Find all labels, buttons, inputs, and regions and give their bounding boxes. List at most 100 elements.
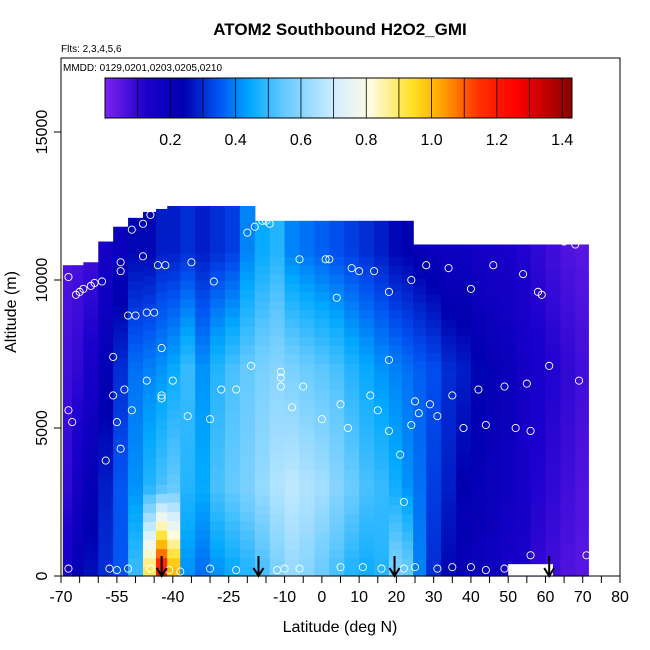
heatmap-column: [456, 244, 472, 577]
heatmap-cell: [142, 302, 157, 313]
heatmap-cell: [344, 496, 360, 506]
heatmap-cell: [500, 261, 517, 270]
x-tick-label: 40: [462, 589, 480, 606]
heatmap-cell: [254, 549, 271, 559]
colorbar-cell: [175, 78, 178, 118]
heatmap-cell: [515, 443, 532, 453]
colorbar-cell: [532, 78, 536, 118]
heatmap-cell: [254, 487, 271, 497]
heatmap-cell: [388, 380, 403, 391]
observation-point: [157, 344, 166, 353]
heatmap-cell: [575, 294, 589, 304]
heatmap-cell: [128, 235, 144, 246]
heatmap-cell: [269, 309, 286, 320]
heatmap-cell: [413, 468, 427, 478]
observation-point: [112, 566, 121, 575]
heatmap-cell: [545, 360, 561, 370]
heatmap-cell: [413, 252, 427, 262]
heatmap-cell: [500, 459, 517, 469]
heatmap-cell: [359, 282, 375, 293]
heatmap-cell: [441, 310, 457, 320]
heatmap-cell: [180, 409, 196, 420]
colorbar-cell: [114, 78, 118, 118]
heatmap-cell: [62, 265, 73, 274]
colorbar-cell: [401, 78, 405, 118]
heatmap-cell: [560, 319, 576, 328]
heatmap-cell: [156, 300, 168, 311]
heatmap-cell: [500, 451, 517, 461]
heatmap-cell: [210, 511, 226, 522]
heatmap-cell: [142, 312, 157, 322]
colorbar-cell: [450, 78, 454, 118]
heatmap-cell: [441, 542, 457, 552]
heatmap-column: [560, 244, 576, 577]
heatmap-cell: [560, 567, 576, 577]
heatmap-cell: [269, 531, 286, 542]
heatmap-cell: [83, 434, 99, 444]
heatmap-cell: [224, 354, 241, 364]
heatmap-cell: [500, 542, 517, 552]
heatmap-cell: [314, 282, 330, 293]
observation-point: [280, 564, 289, 573]
heatmap-cell: [413, 418, 427, 428]
heatmap-cell: [72, 537, 84, 546]
heatmap-cell: [530, 509, 547, 519]
heatmap-cell: [83, 309, 99, 318]
heatmap-cell: [180, 400, 196, 411]
heatmap-column: [195, 206, 211, 577]
heatmap-cell: [388, 345, 403, 355]
heatmap-cell: [284, 513, 301, 524]
heatmap-cell: [299, 247, 316, 257]
heatmap-cell: [167, 280, 181, 290]
heatmap-cell: [401, 371, 414, 382]
heatmap-cell: [98, 484, 114, 493]
heatmap-cell: [299, 362, 316, 373]
heatmap-cell: [314, 504, 330, 515]
heatmap-cell: [254, 354, 271, 364]
heatmap-cell: [413, 319, 427, 328]
heatmap-cell: [515, 418, 532, 428]
observation-point: [112, 418, 121, 427]
heatmap-cell: [441, 385, 457, 395]
heatmap-cell: [329, 238, 345, 249]
heatmap-cell: [299, 451, 316, 462]
heatmap-cell: [515, 327, 532, 337]
heatmap-cell: [545, 501, 561, 511]
heatmap-column: [167, 206, 181, 577]
heatmap-cell: [142, 239, 157, 249]
heatmap-cell: [329, 389, 345, 399]
heatmap-cell: [441, 517, 457, 527]
colorbar-cell: [364, 78, 368, 118]
heatmap-cell: [254, 371, 271, 382]
heatmap-cell: [83, 497, 99, 507]
heatmap-cell: [210, 233, 226, 244]
heatmap-cell: [299, 291, 316, 302]
colorbar-cell: [207, 78, 211, 118]
heatmap-cell: [254, 247, 271, 257]
heatmap-cell: [254, 522, 271, 533]
heatmap-cell: [128, 513, 144, 523]
heatmap-cell: [156, 429, 168, 439]
heatmap-cell: [401, 300, 414, 311]
heatmap-cell: [426, 343, 442, 353]
colorbar-cell: [497, 78, 501, 118]
heatmap-cell: [224, 317, 241, 327]
heatmap-cell: [62, 381, 73, 391]
heatmap-cell: [284, 487, 301, 497]
heatmap-cell: [388, 300, 403, 311]
heatmap-cell: [254, 416, 271, 426]
heatmap-cell: [470, 426, 487, 436]
heatmap-cell: [575, 443, 589, 453]
heatmap-cell: [344, 327, 360, 337]
heatmap-cell: [575, 426, 589, 436]
heatmap-cell: [401, 336, 414, 346]
colorbar-cell: [338, 78, 342, 118]
heatmap-cell: [470, 559, 487, 569]
heatmap-cell: [413, 277, 427, 287]
heatmap-cell: [344, 220, 360, 231]
heatmap-cell: [329, 282, 345, 293]
heatmap-cell: [575, 459, 589, 469]
heatmap-cell: [575, 319, 589, 328]
heatmap-cell: [359, 540, 375, 550]
heatmap-cell: [515, 426, 532, 436]
